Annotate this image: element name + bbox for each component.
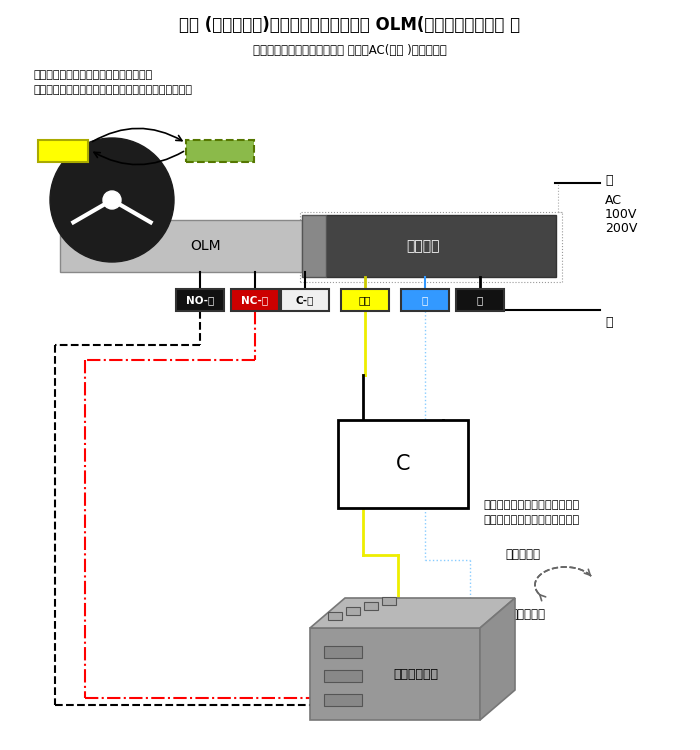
FancyBboxPatch shape [401,289,449,311]
Text: 回転途中で負荷が有るとそこで自動停止: 回転途中で負荷が有るとそこで自動停止 [33,70,153,80]
Text: AC: AC [605,194,622,208]
Text: ＊回転方向は減速の選定に依り: ＊回転方向は減速の選定に依り [483,500,580,510]
Text: 選択スイッチ: 選択スイッチ [393,668,438,680]
Text: C-白: C-白 [296,295,314,305]
FancyBboxPatch shape [281,289,329,311]
Text: 黒: 黒 [605,316,612,328]
Text: 100V: 100V [605,209,638,221]
FancyBboxPatch shape [231,289,279,311]
Text: 図と違う場合がございます。: 図と違う場合がございます。 [483,515,580,525]
FancyBboxPatch shape [176,289,224,311]
Circle shape [50,138,174,262]
Text: モータ線: モータ線 [406,239,440,253]
FancyBboxPatch shape [326,215,556,277]
FancyBboxPatch shape [324,694,362,706]
Text: 次に動作させる信号を与えた場合逆方向に動きます。: 次に動作させる信号を与えた場合逆方向に動きます。 [33,85,192,95]
Text: NO-黒: NO-黒 [186,295,214,305]
FancyBboxPatch shape [310,628,480,720]
Text: OLM: OLM [190,239,220,253]
Polygon shape [382,597,396,605]
FancyBboxPatch shape [324,670,362,682]
Polygon shape [328,612,342,620]
FancyBboxPatch shape [38,140,88,162]
Text: （動作説明及び実体配線方法 ）　＊AC(交流 )電源の場合: （動作説明及び実体配線方法 ） ＊AC(交流 )電源の場合 [253,44,447,56]
Text: 黄色: 黄色 [358,295,371,305]
Text: （左回転）: （左回転） [510,608,545,622]
FancyBboxPatch shape [302,215,326,277]
Polygon shape [310,598,515,628]
Text: 青: 青 [422,295,428,305]
FancyBboxPatch shape [60,220,302,272]
Polygon shape [480,598,515,720]
Text: C: C [395,454,410,474]
Polygon shape [346,607,360,615]
Text: （右回転）: （右回転） [505,548,540,562]
Polygon shape [364,602,378,610]
FancyBboxPatch shape [338,420,468,508]
FancyBboxPatch shape [341,289,389,311]
FancyBboxPatch shape [456,289,504,311]
Circle shape [103,191,121,209]
FancyBboxPatch shape [324,646,362,658]
FancyBboxPatch shape [186,140,254,162]
Text: 回転 (ロータリー)タイプ電動シリンダー OLM(過負荷停止機構型 ）: 回転 (ロータリー)タイプ電動シリンダー OLM(過負荷停止機構型 ） [179,16,521,34]
Text: NC-赤: NC-赤 [241,295,269,305]
Text: 200V: 200V [605,223,638,236]
Text: 白: 白 [605,175,612,188]
Text: 黒: 黒 [477,295,483,305]
